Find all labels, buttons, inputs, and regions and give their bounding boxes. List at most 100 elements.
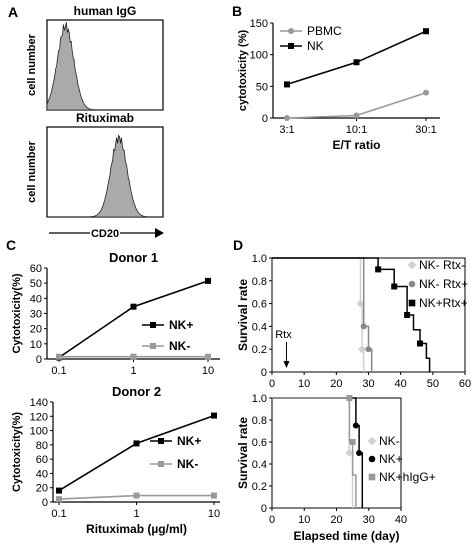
- y-tick-label: 20: [36, 483, 48, 495]
- histogram-peak: [47, 134, 163, 218]
- legend-label: NK+: [177, 434, 201, 448]
- legend-marker: [408, 299, 416, 307]
- data-point: [211, 492, 217, 499]
- legend-marker: [288, 43, 294, 49]
- data-point: [352, 422, 359, 429]
- y-tick-label: 0: [261, 503, 267, 515]
- line-chart-C1: 0 10 20 30 40 50 60 0.1 1 10 Donor 1 Cytotoxicity(%…: [11, 250, 220, 377]
- x-tick-label: 40: [395, 378, 407, 390]
- data-point: [205, 353, 211, 360]
- x-tick-label: 50: [427, 378, 439, 390]
- legend-label: NK-: [169, 339, 190, 353]
- y-tick-label: 60: [36, 454, 48, 466]
- x-tick-label: 10:1: [346, 124, 367, 136]
- y-tick-label: 1.0: [252, 393, 267, 405]
- legend-label: NK+: [379, 452, 403, 466]
- data-point: [56, 496, 62, 503]
- x-tick-label: 10: [202, 365, 214, 377]
- legend-label: NK+hIgG+: [379, 470, 436, 484]
- histogram-title: Rituximab: [76, 111, 134, 125]
- x-tick-label: 0.1: [51, 365, 66, 377]
- data-point: [365, 346, 372, 353]
- x-tick-label: 30: [362, 378, 374, 390]
- data-point: [205, 277, 211, 284]
- data-point: [349, 439, 356, 445]
- data-point: [358, 345, 367, 354]
- legend-marker: [158, 438, 164, 444]
- y-tick-label: 30: [30, 309, 42, 321]
- data-point: [284, 115, 290, 121]
- legend-marker: [150, 343, 156, 349]
- x-tick-label: 0.1: [51, 508, 66, 520]
- plot-frame: [271, 257, 466, 373]
- legend-marker: [288, 28, 294, 34]
- y-tick-label: 1.0: [252, 253, 267, 265]
- legend-label: NK-: [177, 457, 198, 471]
- line-chart-B: 0 50 100 150 3:1 10:1 30:1 cytotoxicity (%) E/T …: [237, 18, 440, 152]
- series-line: [58, 414, 215, 492]
- y-tick-label: 0.4: [252, 459, 267, 471]
- y-tick-label: 0: [261, 367, 267, 379]
- x-tick-label: 40: [395, 514, 407, 526]
- survival-chart-D2: 0 0.2 0.4 0.6 0.8 1.0 0 10 20 30 40 Survival rate El…: [236, 393, 436, 543]
- y-tick-label: 0.8: [252, 415, 267, 427]
- x-axis-label: CD20: [91, 228, 119, 240]
- y-tick-label: 120: [30, 411, 48, 423]
- line-chart-C2: 0 20 40 60 80 100 120 140 0.1 1 10 Donor 2 Cytotoxic…: [11, 384, 220, 536]
- data-point: [211, 412, 217, 419]
- legend-marker: [367, 436, 377, 446]
- legend-label: NK- Rtx+: [419, 277, 468, 291]
- y-tick-label: 0.2: [252, 344, 267, 356]
- y-tick-label: 0.4: [252, 321, 267, 333]
- data-point: [375, 266, 382, 273]
- survival-chart-D1: 0 0.2 0.4 0.6 0.8 1.0 0 10 20 30 40 50 60 Survival ra…: [236, 253, 471, 390]
- y-tick-label: 40: [30, 293, 42, 305]
- legend-marker: [408, 280, 416, 288]
- legend-label: PBMC: [307, 24, 342, 38]
- data-point: [416, 340, 423, 347]
- annotation-label: Rtx: [275, 329, 292, 341]
- y-axis-label: cell number: [26, 33, 38, 95]
- x-tick-label: 60: [459, 378, 471, 390]
- histogram-peak: [46, 22, 163, 111]
- panel-label-a: A: [8, 4, 18, 20]
- y-tick-label: 140: [30, 397, 48, 409]
- data-point: [345, 449, 354, 457]
- survival-line: [272, 397, 357, 508]
- panel-labels: A B C D: [6, 3, 243, 253]
- x-tick-label: 20: [330, 514, 342, 526]
- annotation-arrow-head: [283, 361, 290, 368]
- x-axis-label: Elapsed time (day): [293, 529, 399, 543]
- y-tick-label: 0.2: [252, 481, 267, 493]
- y-tick-label: 80: [36, 440, 48, 452]
- histogram-A2: Rituximab cell number CD20: [26, 111, 164, 240]
- x-axis-label: E/T ratio: [332, 138, 380, 152]
- y-tick-label: 10: [30, 339, 42, 351]
- y-tick-label: 50: [30, 278, 42, 290]
- x-tick-label: 0: [269, 514, 275, 526]
- chart-title: Donor 2: [112, 384, 161, 399]
- y-tick-label: 40: [36, 468, 48, 480]
- data-point: [56, 353, 62, 360]
- y-tick-label: 100: [30, 426, 48, 438]
- data-point: [423, 89, 429, 96]
- y-tick-label: 0.6: [252, 437, 267, 449]
- y-tick-label: 0: [36, 354, 42, 366]
- x-tick-label: 0: [269, 378, 275, 390]
- data-point: [284, 81, 290, 88]
- data-point: [404, 312, 411, 318]
- data-point: [133, 440, 140, 447]
- data-point: [356, 299, 365, 308]
- y-tick-label: 150: [250, 18, 268, 30]
- panel-label-d: D: [233, 237, 243, 253]
- legend-label: NK-: [379, 434, 400, 448]
- y-tick-label: 60: [30, 263, 42, 275]
- legend-marker: [368, 473, 376, 481]
- histogram-A1: human IgG cell number: [26, 4, 164, 111]
- legend-marker: [368, 455, 376, 463]
- data-point: [391, 283, 398, 290]
- survival-line: [272, 257, 431, 372]
- y-tick-label: 50: [256, 81, 268, 93]
- y-axis-label: Cytotoxicity(%): [11, 412, 23, 492]
- legend-label: NK+: [169, 318, 193, 332]
